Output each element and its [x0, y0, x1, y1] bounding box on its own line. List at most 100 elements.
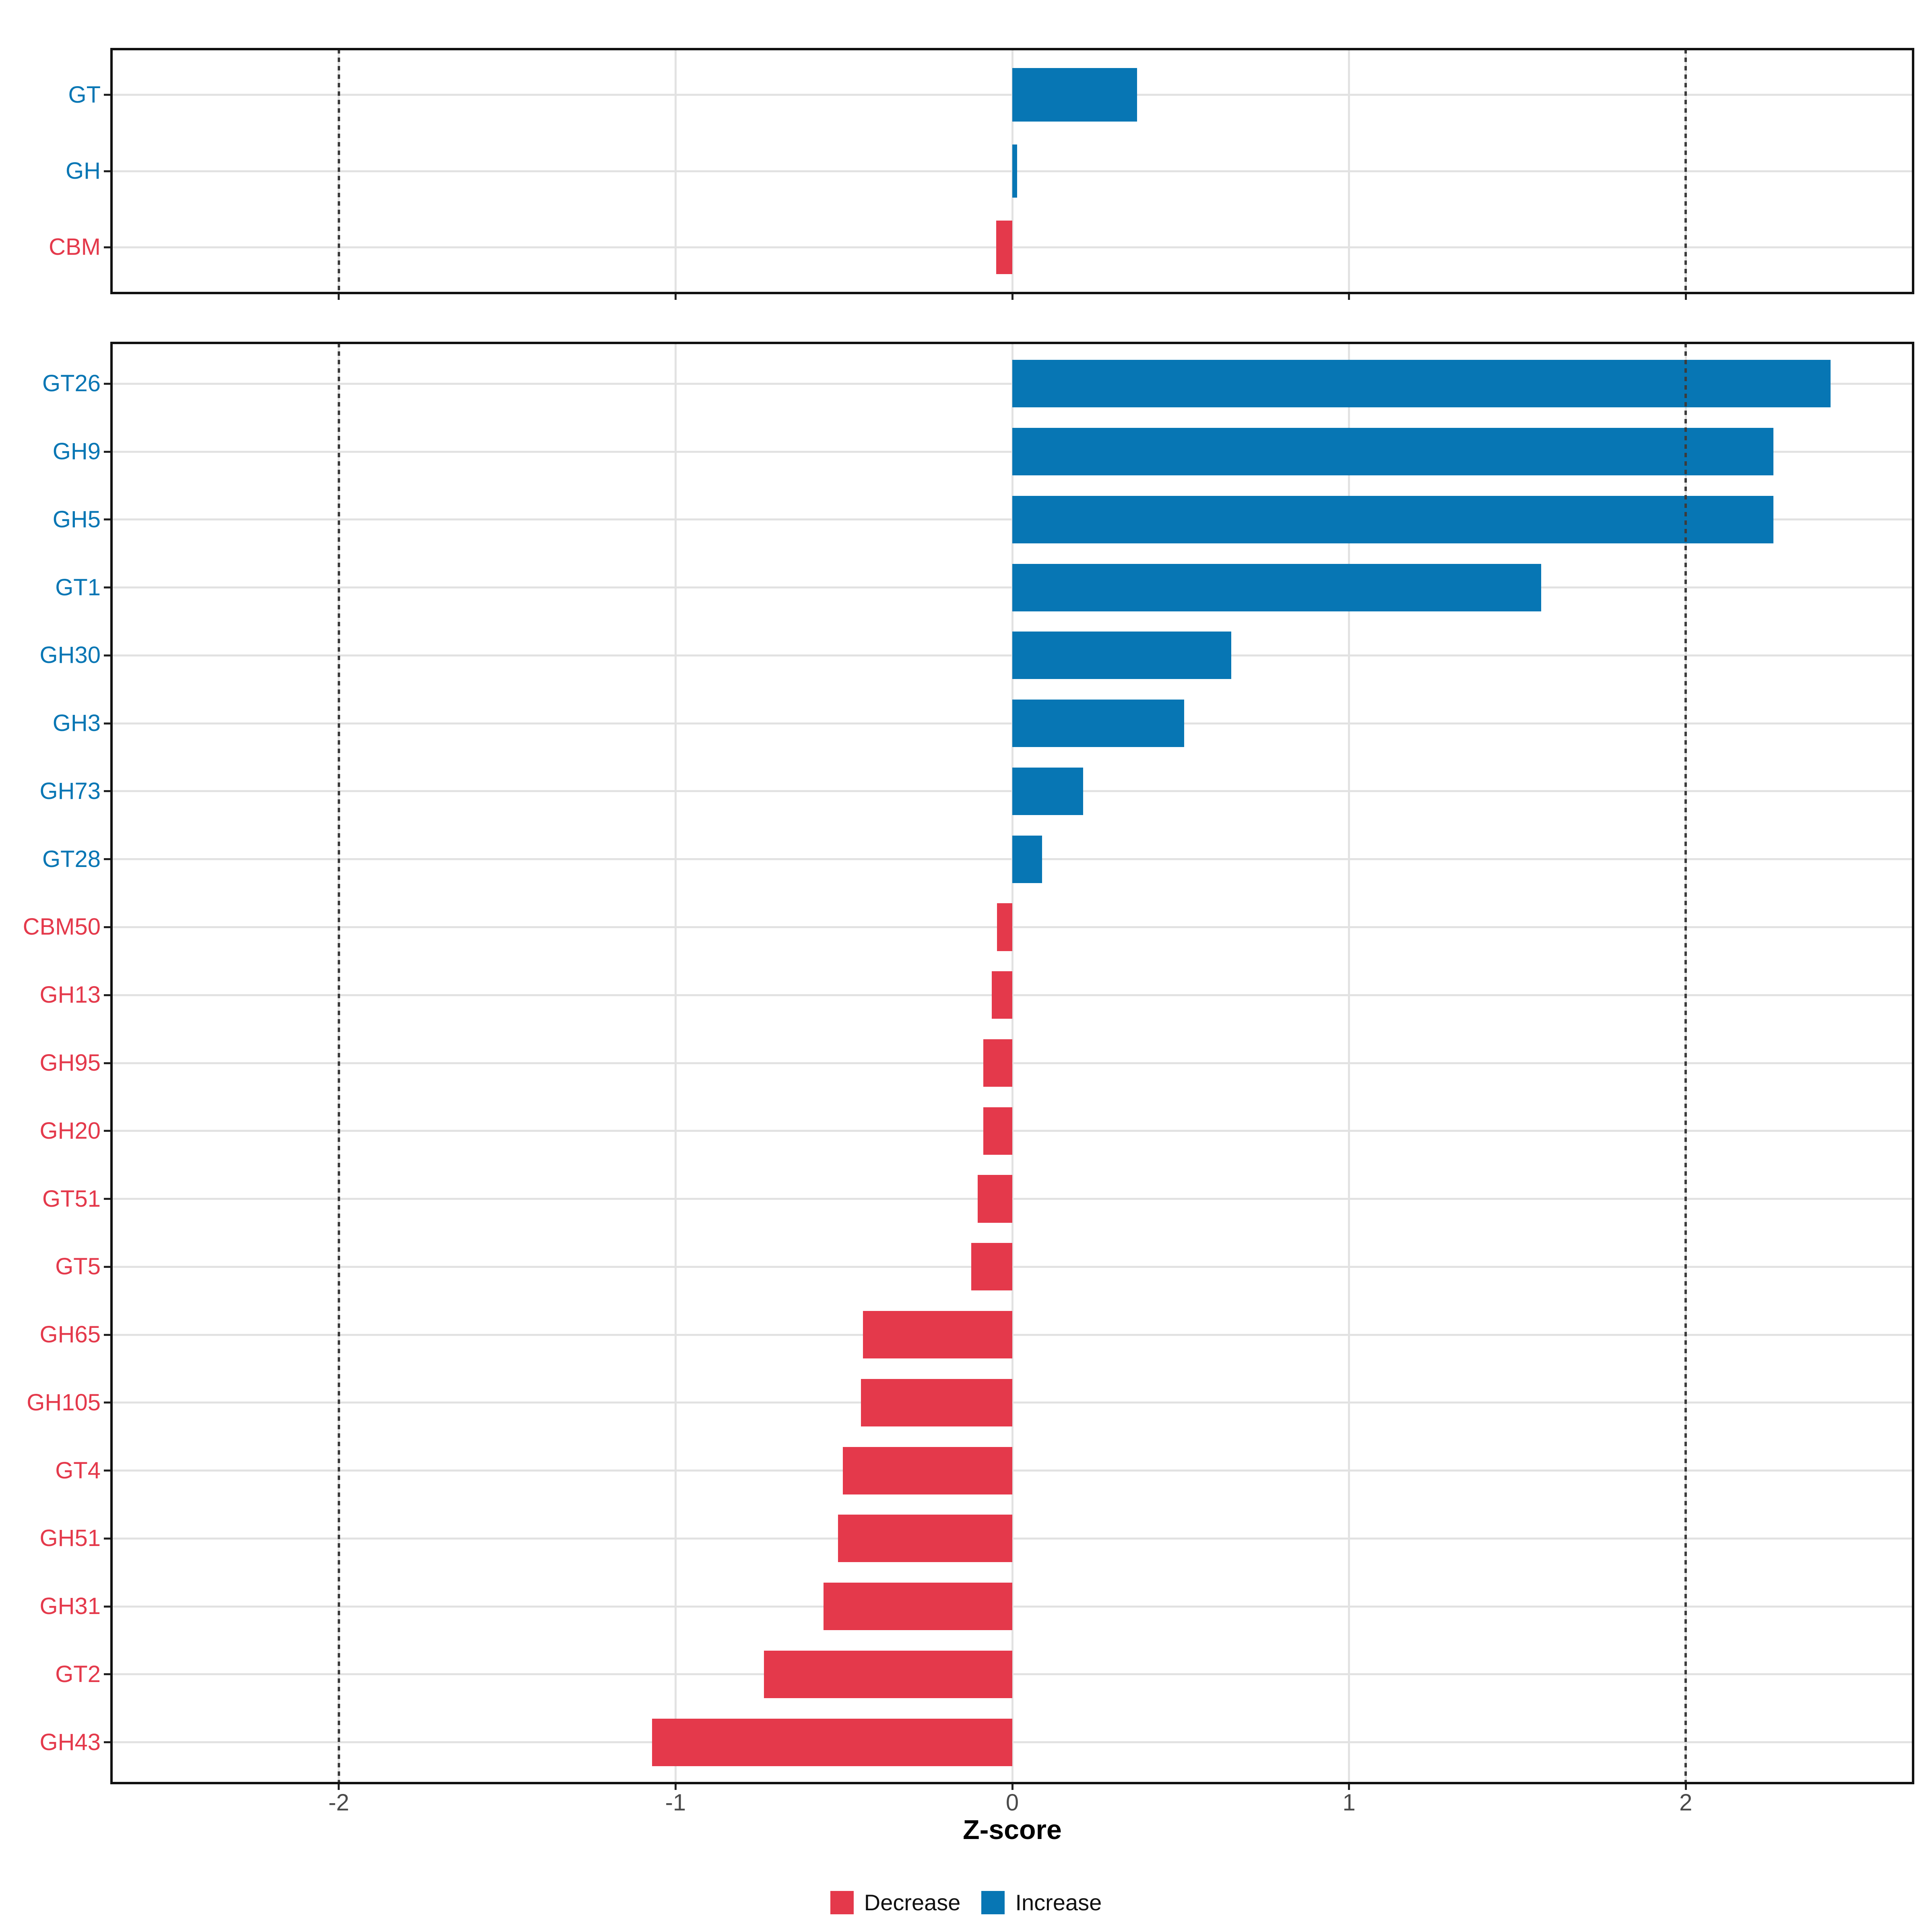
y-axis-tick	[104, 246, 110, 248]
panel-border-facet_families	[110, 342, 1914, 1784]
y-axis-tick	[104, 994, 110, 996]
y-axis-label-GT28: GT28	[42, 846, 101, 872]
reference-line--2	[337, 343, 340, 1783]
gridline-horizontal	[111, 1265, 1913, 1268]
y-axis-tick	[104, 790, 110, 793]
y-axis-tick	[104, 586, 110, 589]
y-axis-tick	[104, 1605, 110, 1608]
y-axis-label-CBM: CBM	[49, 234, 101, 260]
y-axis-tick	[104, 1198, 110, 1200]
y-axis-label-GH20: GH20	[39, 1117, 101, 1144]
bar-GH73	[1012, 767, 1083, 815]
x-axis-tick	[1684, 1784, 1687, 1790]
y-axis-label-GH51: GH51	[39, 1525, 101, 1552]
reference-line-2	[1684, 49, 1687, 293]
gridline-horizontal	[111, 926, 1913, 928]
x-tick-label-2: 2	[1679, 1790, 1693, 1816]
y-axis-tick	[104, 1537, 110, 1540]
legend-label-increase: Increase	[1015, 1890, 1102, 1915]
y-axis-tick	[104, 722, 110, 724]
y-axis-label-CBM50: CBM50	[23, 914, 101, 940]
x-axis-tick	[338, 294, 340, 300]
x-tick-label-0: 0	[1005, 1790, 1019, 1816]
bar-CBM	[996, 221, 1012, 274]
bar-GH31	[823, 1583, 1012, 1631]
bar-GH95	[983, 1039, 1012, 1087]
y-axis-tick	[104, 382, 110, 385]
bar-GT5	[971, 1243, 1012, 1291]
x-tick-label--2: -2	[328, 1790, 349, 1816]
gridline-horizontal	[111, 994, 1913, 996]
bar-CBM50	[997, 903, 1012, 951]
bar-GH51	[838, 1515, 1012, 1563]
gridline-horizontal	[111, 1537, 1913, 1540]
y-axis-label-GH9: GH9	[52, 438, 101, 465]
y-axis-tick	[104, 1333, 110, 1336]
y-axis-tick	[104, 1741, 110, 1744]
bar-GH65	[863, 1311, 1012, 1359]
legend-item-decrease: Decrease	[830, 1890, 961, 1915]
y-axis-label-GH65: GH65	[39, 1321, 101, 1348]
gridline-horizontal	[111, 1741, 1913, 1744]
y-axis-tick	[104, 654, 110, 656]
bar-GH	[1012, 144, 1017, 198]
bar-GT26	[1012, 360, 1831, 408]
reference-line-2	[1684, 343, 1687, 1783]
bar-GH43	[652, 1718, 1012, 1766]
y-axis-label-GH13: GH13	[39, 982, 101, 1008]
x-axis-tick	[1011, 294, 1013, 300]
y-axis-tick	[104, 1130, 110, 1132]
y-axis-tick	[104, 170, 110, 172]
y-axis-label-GH: GH	[66, 158, 101, 184]
y-axis-label-GT4: GT4	[55, 1457, 101, 1484]
x-axis-tick	[338, 1784, 340, 1790]
bar-GH20	[983, 1107, 1012, 1155]
y-axis-tick	[104, 94, 110, 96]
legend: Decrease Increase	[0, 1889, 1932, 1917]
y-axis-label-GH3: GH3	[52, 710, 101, 737]
x-axis-tick	[1011, 1784, 1013, 1790]
y-axis-tick	[104, 450, 110, 453]
legend-swatch-decrease	[830, 1891, 854, 1914]
y-axis-label-GH95: GH95	[39, 1050, 101, 1076]
bar-GT28	[1012, 835, 1042, 883]
bar-GH9	[1012, 427, 1773, 476]
gridline-horizontal	[111, 1130, 1913, 1132]
y-axis-label-GH5: GH5	[52, 506, 101, 533]
x-tick-label--1: -1	[665, 1790, 686, 1816]
bar-GT	[1012, 68, 1137, 122]
y-axis-label-GH31: GH31	[39, 1593, 101, 1620]
y-axis-label-GH30: GH30	[39, 642, 101, 669]
y-axis-tick	[104, 926, 110, 928]
legend-label-decrease: Decrease	[864, 1890, 961, 1915]
x-axis-tick	[1348, 294, 1350, 300]
y-axis-label-GT51: GT51	[42, 1185, 101, 1212]
y-axis-label-GT: GT	[68, 81, 101, 108]
bar-GH3	[1012, 700, 1184, 747]
bar-GH5	[1012, 495, 1773, 543]
y-axis-label-GT2: GT2	[55, 1661, 101, 1687]
legend-item-increase: Increase	[981, 1891, 1102, 1914]
x-tick-label-1: 1	[1342, 1790, 1356, 1816]
legend-swatch-increase	[981, 1891, 1005, 1914]
gridline-horizontal	[111, 246, 1913, 248]
gridline-horizontal	[111, 1402, 1913, 1404]
gridline-horizontal	[111, 1605, 1913, 1608]
gridline-horizontal	[111, 1198, 1913, 1200]
reference-line--2	[337, 49, 340, 293]
y-axis-label-GH73: GH73	[39, 778, 101, 804]
y-axis-label-GH105: GH105	[27, 1389, 101, 1416]
gridline-horizontal	[111, 1470, 1913, 1472]
bar-GT2	[764, 1650, 1012, 1699]
gridline-horizontal	[111, 1673, 1913, 1676]
bar-GH105	[861, 1379, 1012, 1426]
gridline-horizontal	[111, 1333, 1913, 1336]
y-axis-label-GT26: GT26	[42, 370, 101, 397]
x-axis-tick	[674, 294, 677, 300]
y-axis-tick	[104, 1673, 110, 1676]
y-axis-label-GT5: GT5	[55, 1253, 101, 1280]
y-axis-tick	[104, 1402, 110, 1404]
y-axis-tick	[104, 1265, 110, 1268]
